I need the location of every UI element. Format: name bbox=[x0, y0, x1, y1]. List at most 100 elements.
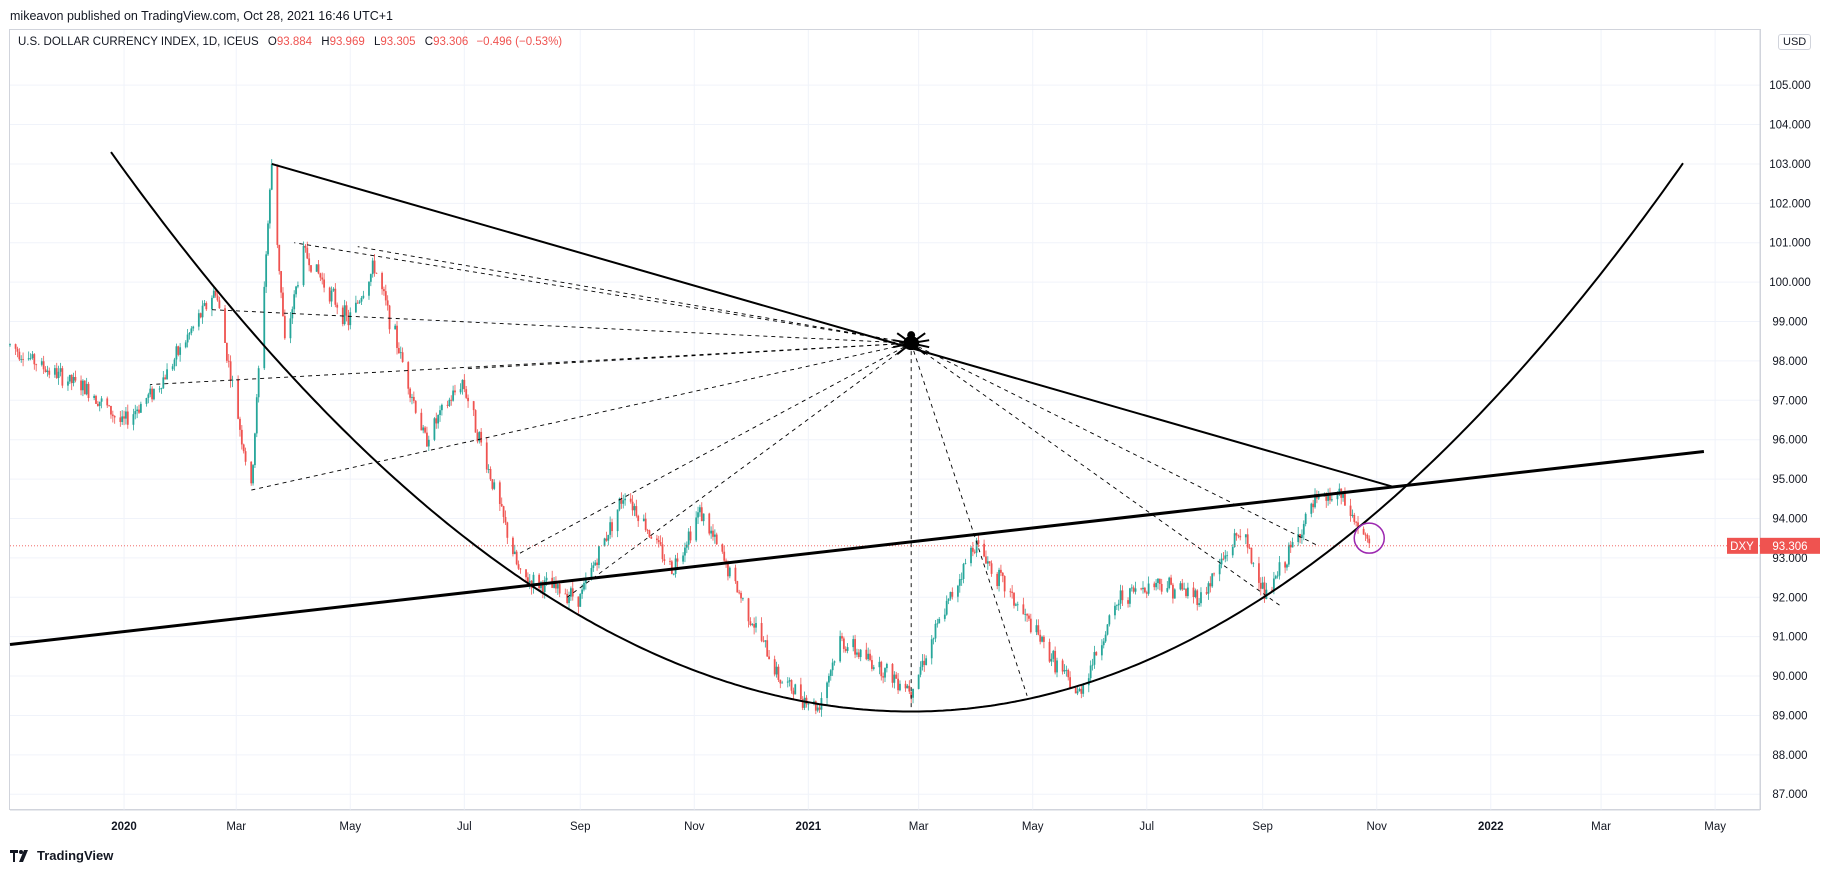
candle-body bbox=[1297, 534, 1300, 543]
candle-body bbox=[358, 301, 361, 303]
candle-body bbox=[452, 390, 455, 401]
candle-body bbox=[917, 674, 920, 689]
candle-body bbox=[844, 648, 847, 651]
candle-body bbox=[949, 591, 952, 599]
candle-body bbox=[368, 281, 370, 296]
candle-body bbox=[1248, 547, 1251, 549]
candle-body bbox=[598, 546, 600, 566]
candle-body bbox=[1082, 685, 1085, 694]
candle-body bbox=[1172, 584, 1174, 599]
tradingview-logo[interactable]: TradingView bbox=[10, 848, 113, 863]
candle-body bbox=[1056, 660, 1058, 673]
candle-body bbox=[317, 264, 320, 274]
candle-body bbox=[1338, 488, 1341, 494]
candle-body bbox=[1259, 582, 1262, 589]
candle-body bbox=[766, 640, 769, 657]
candle-body bbox=[1117, 603, 1120, 606]
candle-body bbox=[1168, 577, 1171, 589]
candle-body bbox=[227, 360, 230, 362]
candle-body bbox=[1147, 583, 1150, 594]
candle-body bbox=[833, 661, 836, 663]
candle-body bbox=[755, 623, 757, 628]
candle-body bbox=[422, 427, 425, 431]
candle-body bbox=[255, 397, 258, 434]
candle-body bbox=[569, 588, 572, 597]
symbol-legend: U.S. DOLLAR CURRENCY INDEX, 1D, ICEUS O9… bbox=[18, 36, 562, 48]
symbol-title[interactable]: U.S. DOLLAR CURRENCY INDEX, 1D, ICEUS bbox=[18, 36, 259, 48]
candle-body bbox=[450, 399, 453, 401]
price-tag-value-bg bbox=[1760, 537, 1820, 554]
candle-body bbox=[1235, 533, 1238, 536]
candle-body bbox=[192, 326, 195, 329]
candle-body bbox=[986, 561, 989, 564]
candle-body bbox=[407, 362, 410, 389]
candle-body bbox=[461, 379, 464, 390]
candle-body bbox=[1093, 652, 1096, 665]
candle-body bbox=[231, 379, 234, 381]
candle-body bbox=[70, 374, 73, 384]
candle-body bbox=[411, 396, 413, 398]
candle-body bbox=[1041, 636, 1043, 642]
candle-body bbox=[943, 614, 946, 619]
candle-body bbox=[308, 258, 311, 266]
candle-body bbox=[893, 674, 896, 683]
candle-body bbox=[1325, 495, 1328, 501]
y-tick-label: 99.000 bbox=[1772, 317, 1807, 329]
candle-body bbox=[328, 287, 331, 302]
candle-body bbox=[463, 379, 466, 390]
candle-body bbox=[123, 416, 125, 419]
candle-body bbox=[590, 567, 593, 579]
candle-body bbox=[506, 522, 509, 538]
candle-body bbox=[409, 388, 412, 398]
candle-body bbox=[276, 164, 279, 245]
candle-body bbox=[1353, 514, 1356, 522]
high-value: 93.969 bbox=[329, 36, 365, 48]
candle-body bbox=[842, 638, 845, 649]
candle-body bbox=[371, 260, 374, 275]
candle-body bbox=[27, 358, 30, 360]
candle-body bbox=[158, 388, 161, 390]
candle-body bbox=[1029, 618, 1032, 633]
candle-body bbox=[1114, 605, 1116, 616]
candle-body bbox=[268, 189, 271, 224]
candle-body bbox=[1209, 583, 1212, 587]
candle-body bbox=[394, 325, 397, 330]
candle-body bbox=[891, 663, 894, 683]
fan-ray bbox=[150, 342, 912, 385]
close-value: 93.306 bbox=[433, 36, 469, 48]
candle-body bbox=[1213, 573, 1215, 575]
candle-body bbox=[345, 305, 348, 316]
candle-body bbox=[816, 707, 819, 711]
candle-body bbox=[1153, 583, 1156, 588]
candle-body bbox=[160, 388, 163, 390]
fan-ray bbox=[910, 342, 1319, 547]
currency-button[interactable]: USD bbox=[1778, 34, 1812, 50]
candle-body bbox=[1233, 533, 1236, 548]
candle-body bbox=[211, 297, 213, 310]
candle-body bbox=[1261, 582, 1264, 589]
candle-body bbox=[977, 540, 980, 544]
candle-body bbox=[67, 381, 69, 386]
candle-body bbox=[1289, 544, 1292, 548]
candle-body bbox=[504, 516, 507, 523]
candle-body bbox=[474, 410, 477, 433]
candle-body bbox=[72, 376, 75, 384]
candle-body bbox=[1022, 604, 1025, 615]
candle-body bbox=[781, 682, 784, 684]
candle-body bbox=[1355, 521, 1358, 523]
candle-body bbox=[289, 318, 292, 339]
candle-body bbox=[983, 543, 985, 557]
candle-body bbox=[581, 589, 584, 594]
candle-body bbox=[83, 380, 86, 395]
candle-body bbox=[1119, 590, 1122, 604]
candle-body bbox=[964, 563, 967, 565]
candle-body bbox=[1142, 587, 1144, 590]
candle-body bbox=[702, 513, 705, 522]
candle-body bbox=[369, 274, 372, 282]
candle-body bbox=[119, 417, 122, 422]
candle-body bbox=[138, 409, 140, 413]
candle-body bbox=[33, 354, 36, 365]
price-tag[interactable]: DXY 93.306 bbox=[1727, 537, 1820, 554]
candle-body bbox=[1067, 669, 1070, 678]
